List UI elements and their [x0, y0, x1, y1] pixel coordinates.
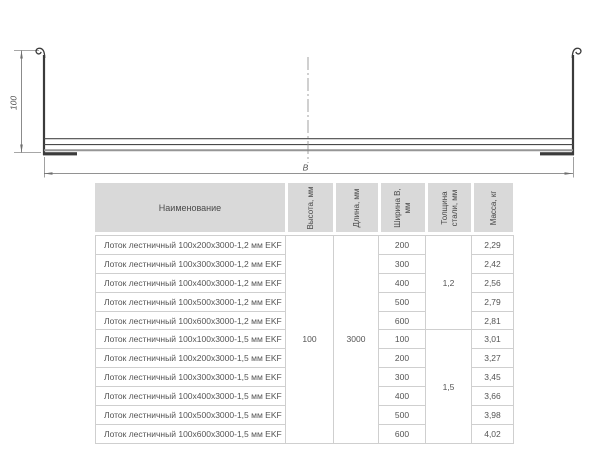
table-row: Лоток лестничный 100х400х3000-1,2 мм EKF…	[95, 272, 514, 293]
cell-mass: 3,66	[471, 386, 514, 407]
cell-name: Лоток лестничный 100х300х3000-1,2 мм EKF	[95, 253, 286, 274]
tray-cross-section-drawing: 100 В	[9, 47, 582, 178]
cell-width: 600	[378, 423, 426, 444]
table-row: Лоток лестничный 100х200х3000-1,2 мм EKF…	[95, 234, 514, 444]
header-name-label: Наименование	[158, 202, 222, 213]
cell-mass: 3,98	[471, 405, 514, 425]
header-thickness: Толщина стали, мм	[425, 183, 471, 232]
spec-table: Наименование Высота, мм Длина, мм Ширина…	[95, 183, 514, 444]
cell-thickness-merged: 1,5	[425, 329, 472, 444]
table-row: Лоток лестничный 100х200х3000-1,5 мм EKF…	[95, 348, 514, 369]
cell-mass: 2,42	[471, 253, 514, 274]
table-row: Лоток лестничный 100х500х3000-1,5 мм EKF…	[95, 405, 514, 425]
table-row: Лоток лестничный 100х300х3000-1,2 мм EKF…	[95, 253, 514, 274]
height-dimension-label: 100	[9, 96, 19, 110]
header-width-label: Ширина В, мм	[393, 187, 412, 228]
cell-mass: 4,02	[471, 423, 514, 444]
header-name: Наименование	[95, 183, 285, 232]
cell-width: 400	[378, 272, 426, 293]
header-width: Ширина В, мм	[378, 183, 425, 232]
cell-name: Лоток лестничный 100х200х3000-1,2 мм EKF	[95, 235, 286, 255]
header-length-label: Длина, мм	[352, 188, 361, 227]
cell-name: Лоток лестничный 100х500х3000-1,2 мм EKF	[95, 291, 286, 312]
cell-name: Лоток лестничный 100х300х3000-1,5 мм EKF	[95, 367, 286, 388]
cell-mass: 3,01	[471, 329, 514, 350]
cell-mass: 2,56	[471, 272, 514, 293]
cell-name: Лоток лестничный 100х200х3000-1,5 мм EKF	[95, 348, 286, 369]
table-header-row: Наименование Высота, мм Длина, мм Ширина…	[95, 183, 513, 232]
cell-length-merged: 3000	[333, 235, 379, 444]
cell-thickness-merged: 1,2	[425, 234, 472, 331]
header-length: Длина, мм	[333, 183, 378, 232]
cell-name: Лоток лестничный 100х600х3000-1,2 мм EKF	[95, 310, 286, 331]
table-row: Лоток лестничный 100х100х3000-1,5 мм EKF…	[95, 329, 514, 444]
table-row: Лоток лестничный 100х400х3000-1,5 мм EKF…	[95, 386, 514, 407]
cell-width: 200	[378, 235, 426, 255]
cell-width: 100	[378, 329, 426, 350]
height-dimension: 100	[9, 50, 23, 153]
cell-mass: 3,27	[471, 348, 514, 369]
cell-name: Лоток лестничный 100х400х3000-1,5 мм EKF	[95, 386, 286, 407]
cell-width: 200	[378, 348, 426, 369]
cell-width: 500	[378, 405, 426, 425]
cell-width: 400	[378, 386, 426, 407]
table-row: Лоток лестничный 100х600х3000-1,5 мм EKF…	[95, 423, 514, 444]
header-thickness-label: Толщина стали, мм	[439, 189, 459, 226]
table-row: Лоток лестничный 100х500х3000-1,2 мм EKF…	[95, 291, 514, 312]
cell-name: Лоток лестничный 100х400х3000-1,2 мм EKF	[95, 272, 286, 293]
cell-width: 600	[378, 310, 426, 331]
header-mass-label: Масса, кг	[488, 190, 498, 225]
width-dimension: В	[44, 157, 574, 178]
right-hook	[571, 47, 582, 59]
cell-mass: 3,45	[471, 367, 514, 388]
header-height-label: Высота, мм	[305, 186, 315, 229]
cell-mass: 2,29	[471, 235, 514, 255]
table-row: Лоток лестничный 100х600х3000-1,2 мм EKF…	[95, 310, 514, 331]
width-dimension-label: В	[303, 163, 309, 173]
header-height: Высота, мм	[285, 183, 333, 232]
cell-width: 300	[378, 367, 426, 388]
cell-name: Лоток лестничный 100х500х3000-1,5 мм EKF	[95, 405, 286, 425]
cell-width: 300	[378, 253, 426, 274]
left-hook	[35, 47, 46, 59]
table-body: Лоток лестничный 100х200х3000-1,2 мм EKF…	[95, 234, 514, 444]
cell-height-merged: 100	[285, 235, 334, 444]
header-mass: Масса, кг	[471, 183, 513, 232]
cell-width: 500	[378, 291, 426, 312]
cell-name: Лоток лестничный 100х100х3000-1,5 мм EKF	[95, 329, 286, 350]
right-bottom-flange	[540, 152, 574, 156]
cell-name: Лоток лестничный 100х600х3000-1,5 мм EKF	[95, 423, 286, 444]
cell-mass: 2,81	[471, 310, 514, 331]
table-row: Лоток лестничный 100х300х3000-1,5 мм EKF…	[95, 367, 514, 388]
left-bottom-flange	[43, 152, 77, 156]
cell-mass: 2,79	[471, 291, 514, 312]
